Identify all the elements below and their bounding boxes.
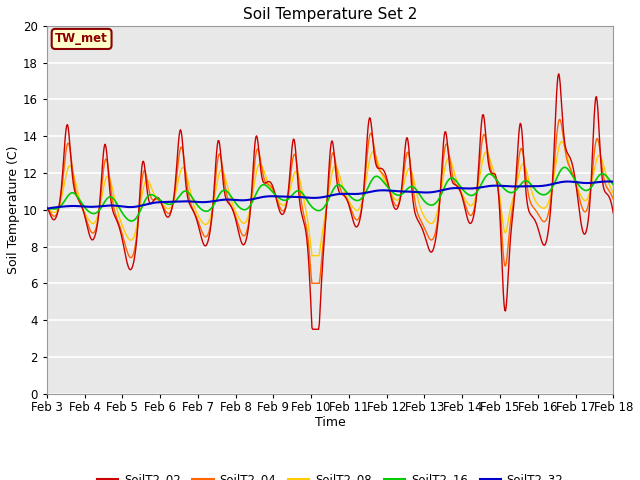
Text: TW_met: TW_met — [55, 33, 108, 46]
SoilT2_16 — [264, 184, 271, 190]
SoilT2_04 — [308, 280, 316, 286]
SoilT2_16 — [421, 199, 429, 204]
SoilT2_04 — [609, 196, 617, 202]
SoilT2_16 — [214, 194, 222, 200]
SoilT2_02 — [242, 239, 250, 245]
Legend: SoilT2_02, SoilT2_04, SoilT2_08, SoilT2_16, SoilT2_32: SoilT2_02, SoilT2_04, SoilT2_08, SoilT2_… — [92, 468, 568, 480]
Line: SoilT2_04: SoilT2_04 — [47, 120, 613, 283]
SoilT2_16 — [43, 206, 51, 212]
SoilT2_02 — [555, 71, 563, 77]
SoilT2_02 — [309, 326, 317, 332]
SoilT2_02 — [263, 179, 271, 185]
SoilT2_02 — [214, 142, 221, 147]
SoilT2_04 — [263, 181, 271, 187]
Title: Soil Temperature Set 2: Soil Temperature Set 2 — [243, 7, 417, 22]
SoilT2_08 — [308, 253, 316, 259]
SoilT2_16 — [609, 182, 617, 188]
SoilT2_08 — [109, 190, 117, 195]
SoilT2_16 — [128, 218, 136, 224]
Line: SoilT2_32: SoilT2_32 — [47, 181, 613, 209]
SoilT2_02 — [389, 203, 397, 208]
SoilT2_08 — [609, 191, 617, 196]
SoilT2_08 — [558, 139, 566, 144]
SoilT2_32 — [43, 206, 51, 212]
SoilT2_08 — [43, 206, 51, 212]
SoilT2_16 — [243, 206, 250, 212]
SoilT2_32 — [242, 197, 250, 203]
SoilT2_04 — [109, 202, 117, 208]
SoilT2_04 — [421, 227, 429, 232]
Line: SoilT2_08: SoilT2_08 — [47, 142, 613, 256]
SoilT2_02 — [609, 210, 617, 216]
SoilT2_32 — [609, 179, 617, 184]
SoilT2_32 — [214, 198, 221, 204]
SoilT2_08 — [214, 178, 221, 184]
Y-axis label: Soil Temperature (C): Soil Temperature (C) — [7, 145, 20, 274]
X-axis label: Time: Time — [315, 416, 346, 429]
SoilT2_08 — [263, 177, 271, 183]
SoilT2_16 — [389, 190, 397, 196]
SoilT2_32 — [109, 203, 117, 208]
SoilT2_32 — [604, 179, 611, 184]
SoilT2_02 — [43, 204, 51, 210]
SoilT2_08 — [242, 219, 250, 225]
Line: SoilT2_02: SoilT2_02 — [47, 74, 613, 329]
SoilT2_04 — [242, 232, 250, 238]
SoilT2_32 — [263, 193, 271, 199]
SoilT2_04 — [556, 117, 563, 122]
SoilT2_04 — [389, 198, 397, 204]
SoilT2_04 — [43, 205, 51, 211]
SoilT2_08 — [389, 194, 397, 200]
SoilT2_04 — [214, 159, 221, 165]
SoilT2_32 — [420, 190, 428, 195]
SoilT2_02 — [109, 209, 117, 215]
SoilT2_02 — [421, 234, 429, 240]
SoilT2_08 — [421, 215, 429, 221]
SoilT2_32 — [388, 188, 396, 194]
Line: SoilT2_16: SoilT2_16 — [47, 168, 613, 221]
SoilT2_16 — [109, 195, 117, 201]
SoilT2_16 — [561, 165, 568, 170]
